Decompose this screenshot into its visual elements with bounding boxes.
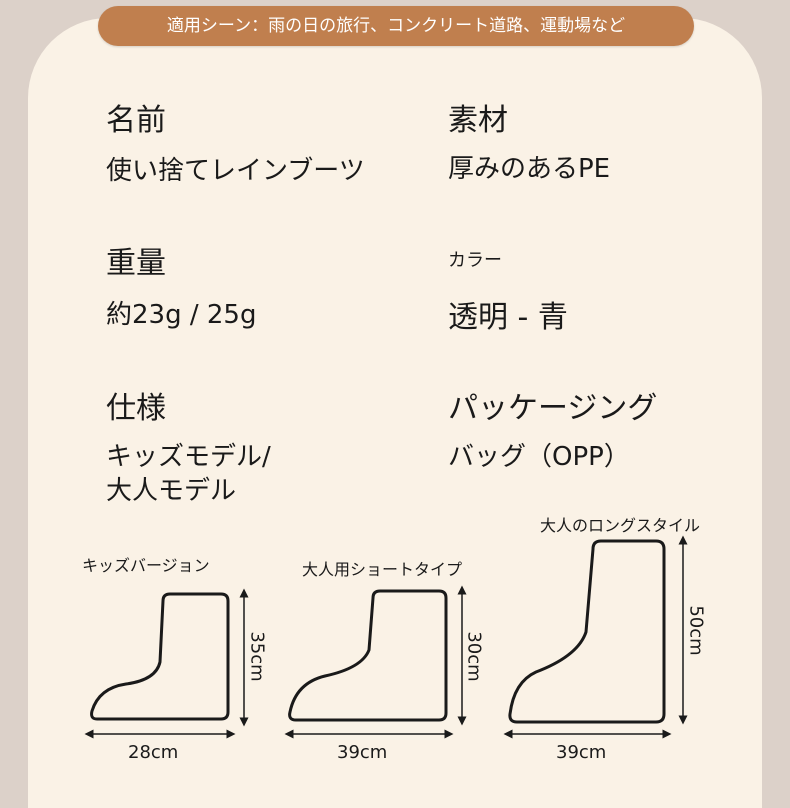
adult-long-width-label: 39cm <box>556 742 607 763</box>
name-value: 使い捨てレインブーツ <box>106 156 365 186</box>
material-label: 素材 <box>448 103 508 138</box>
adult-long-height-label: 50cm <box>685 605 707 656</box>
package-value: バッグ（OPP） <box>448 442 630 472</box>
material-value: 厚みのあるPE <box>448 154 611 184</box>
spec-value-line2: 大人モデル <box>106 476 237 506</box>
kids-height-label: 35cm <box>246 631 268 682</box>
kids-boot-outline <box>90 592 230 721</box>
spec-label: 仕様 <box>106 391 166 426</box>
weight-label: 重量 <box>106 246 166 281</box>
kids-diagram-title: キッズバージョン <box>82 556 210 575</box>
name-label: 名前 <box>106 103 166 138</box>
spec-value-line1: キッズモデル/ <box>106 442 271 472</box>
adult-short-boot-outline <box>288 589 448 722</box>
color-label: カラー <box>448 250 502 271</box>
adult-short-width-label: 39cm <box>337 742 388 763</box>
adult-long-boot-outline <box>508 539 666 724</box>
usage-scene-banner: 適用シーン：雨の日の旅行、コンクリート道路、運動場など <box>98 6 694 46</box>
adult-short-height-label: 30cm <box>463 631 485 682</box>
weight-value: 約23g / 25g <box>106 300 257 330</box>
adult-short-diagram-title: 大人用ショートタイプ <box>302 560 463 579</box>
color-value: 透明 - 青 <box>448 300 568 335</box>
kids-width-label: 28cm <box>128 742 179 763</box>
adult-long-diagram-title: 大人のロングスタイル <box>540 516 701 535</box>
package-label: パッケージング <box>448 391 658 426</box>
boot-size-diagrams <box>84 535 688 739</box>
